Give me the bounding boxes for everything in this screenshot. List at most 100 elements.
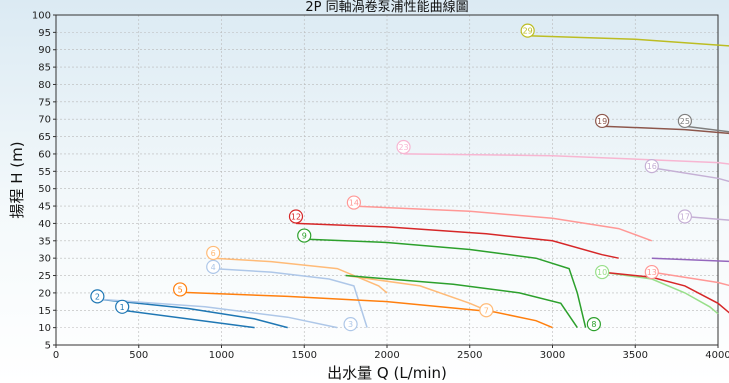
series-label-10: 10 — [595, 264, 610, 280]
y-tick-label: 5 — [45, 341, 51, 352]
series-line-12 — [295, 222, 619, 259]
x-tick-label: 0 — [53, 350, 59, 361]
series-line-1 — [122, 309, 255, 329]
series-label-29: 29 — [520, 23, 535, 38]
series-label-circle — [343, 317, 358, 332]
series-label-circle — [520, 23, 535, 38]
series-label-25: 25 — [677, 113, 693, 129]
series-label-3: 3 — [343, 317, 358, 332]
series-label-circle — [595, 264, 610, 280]
series-line-4 — [213, 267, 368, 328]
series-line-7 — [345, 274, 487, 311]
series-line-8 — [345, 274, 578, 329]
series-label-text: 17 — [680, 212, 690, 221]
series-line-29 — [527, 35, 729, 47]
y-tick-label: 40 — [38, 219, 51, 230]
series-label-14: 14 — [346, 195, 361, 210]
series-line-9 — [304, 238, 587, 328]
series-label-text: 7 — [484, 306, 489, 315]
series-label-text: 2 — [95, 292, 100, 301]
y-tick-label: 75 — [38, 97, 51, 108]
series-line-15 — [651, 257, 729, 263]
series-label-text: 19 — [597, 117, 607, 126]
series-label-13: 13 — [644, 264, 659, 280]
y-tick-label: 30 — [38, 254, 51, 265]
x-tick-label: 500 — [129, 350, 148, 361]
series-label-circle — [677, 209, 693, 224]
series-label-5: 5 — [173, 282, 188, 297]
series-label-text: 4 — [211, 263, 216, 272]
x-tick-label: 2500 — [457, 350, 482, 361]
series-layer — [97, 35, 729, 329]
chart-title: 2P 同軸渦卷泵浦性能曲線圖 — [305, 0, 468, 15]
x-tick-label: 4000 — [705, 350, 729, 361]
series-label-text: 13 — [647, 268, 657, 277]
series-label-circle — [595, 113, 610, 129]
series-label-4: 4 — [206, 259, 221, 274]
series-label-circle — [173, 282, 188, 297]
series-line-2 — [97, 298, 288, 329]
x-tick-label: 1000 — [209, 350, 234, 361]
y-tick-label: 35 — [38, 236, 51, 247]
y-axis-label: 揚程 H (m) — [8, 141, 26, 218]
series-label-16: 16 — [644, 159, 659, 174]
series-label-circle — [586, 317, 601, 332]
x-tick-label: 2000 — [374, 350, 399, 361]
y-tick-label: 70 — [38, 115, 51, 126]
series-label-text: 1 — [120, 303, 125, 312]
series-label-circle — [677, 113, 693, 129]
x-tick-label: 1500 — [292, 350, 317, 361]
series-label-12: 12 — [288, 209, 304, 224]
x-axis-label: 出水量 Q (L/min) — [327, 364, 447, 382]
series-label-23: 23 — [396, 139, 411, 155]
series-label-9: 9 — [297, 228, 312, 243]
series-label-text: 16 — [647, 162, 657, 171]
series-label-text: 3 — [348, 320, 353, 329]
series-label-circle — [288, 209, 304, 224]
y-tick-label: 65 — [38, 132, 51, 143]
series-label-text: 29 — [523, 27, 533, 36]
series-label-circle — [479, 303, 494, 318]
y-tick-label: 45 — [38, 202, 51, 213]
series-label-circle — [644, 159, 659, 174]
series-label-circle — [644, 264, 659, 280]
series-label-text: 6 — [211, 249, 216, 258]
series-label-text: 25 — [680, 117, 690, 126]
series-label-text: 14 — [349, 199, 359, 208]
series-line-23 — [403, 153, 729, 165]
series-label-text: 5 — [178, 285, 183, 294]
x-tick-label: 3000 — [540, 350, 565, 361]
y-tick-label: 95 — [38, 28, 51, 39]
series-label-8: 8 — [586, 317, 601, 332]
series-label-6: 6 — [206, 245, 221, 261]
axis-ticks: 5101520253035404550556065707580859095100… — [32, 11, 729, 362]
series-line-6 — [213, 257, 388, 294]
series-label-1: 1 — [115, 299, 130, 314]
series-labels: 1234567891011121314151617181920212223242… — [90, 23, 693, 332]
series-label-19: 19 — [595, 113, 610, 129]
series-line-5 — [180, 291, 553, 329]
series-label-text: 9 — [302, 232, 307, 241]
series-label-text: 10 — [597, 268, 607, 277]
series-label-17: 17 — [677, 209, 693, 224]
series-line-14 — [353, 205, 653, 242]
series-line-3 — [97, 298, 338, 329]
y-tick-label: 50 — [38, 184, 51, 195]
series-line-13 — [651, 271, 729, 287]
y-tick-label: 55 — [38, 167, 51, 178]
y-tick-label: 15 — [38, 306, 51, 317]
series-label-circle — [297, 228, 312, 243]
x-tick-label: 3500 — [623, 350, 648, 361]
y-tick-label: 60 — [38, 149, 51, 160]
series-label-circle — [115, 299, 130, 314]
y-tick-label: 100 — [32, 11, 51, 22]
y-tick-label: 25 — [38, 271, 51, 282]
series-line-16 — [651, 167, 729, 183]
series-line-10 — [601, 271, 719, 315]
series-label-text: 12 — [291, 212, 301, 221]
y-tick-label: 90 — [38, 45, 51, 56]
series-line-19 — [602, 125, 729, 135]
series-label-circle — [206, 259, 221, 274]
series-label-circle — [206, 245, 221, 261]
